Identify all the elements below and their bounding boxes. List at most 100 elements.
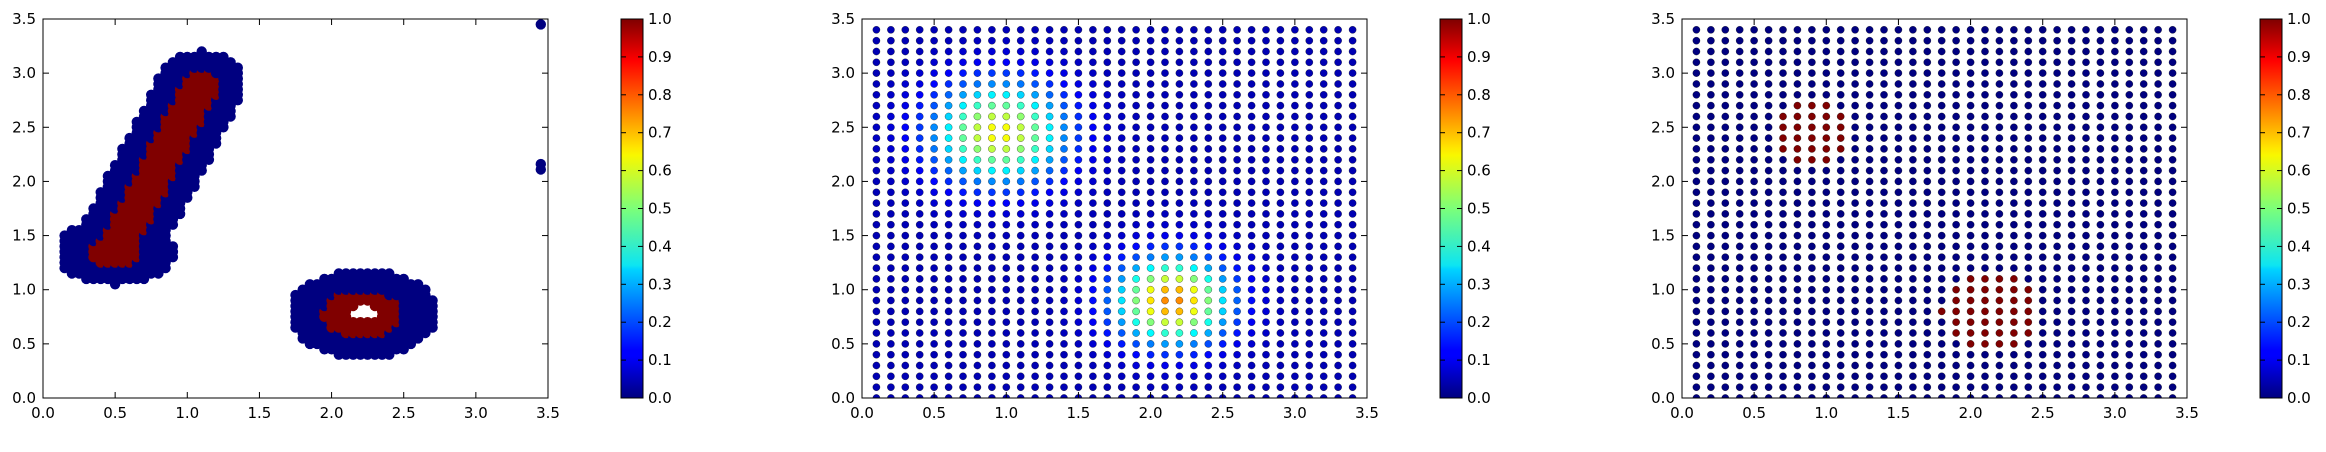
scatter-point [944,199,953,207]
scatter-point [1779,47,1787,56]
scatter-point [872,80,881,88]
scatter-point [1233,275,1241,283]
scatter-point [1117,285,1126,294]
scatter-point [901,36,910,45]
scatter-point [1074,156,1083,164]
scatter-point [944,91,953,99]
scatter-point [1262,361,1270,370]
scatter-point [1952,156,1960,164]
scatter-point [2053,188,2061,197]
scatter-point [1894,340,1903,348]
scatter-point [915,156,924,164]
scatter-point [1995,36,2004,45]
scatter-point [2010,58,2018,67]
scatter-point [1836,177,1845,186]
scatter-point [1721,69,1730,77]
scatter-point [2024,123,2033,132]
scatter-point [1002,177,1011,186]
scatter-point [1966,112,1975,121]
scatter-point [1103,329,1112,337]
scatter-point [872,329,881,337]
scatter-point [1909,69,1917,77]
scatter-point [2096,123,2105,132]
scatter-point [1937,264,1946,272]
scatter-point [1190,264,1198,272]
scatter-point [1865,156,1874,164]
scatter-point [2111,145,2119,153]
scatter-point [1779,91,1787,99]
scatter-point [1218,36,1227,45]
scatter-point [1981,253,1989,261]
scatter-point [1952,91,1960,99]
scatter-point [1305,156,1314,164]
scatter-point [1276,145,1285,153]
scatter-point [1002,69,1011,77]
scatter-point [1937,296,1946,305]
scatter-point [1031,372,1039,381]
scatter-point [1190,188,1198,197]
scatter-point [2053,264,2061,272]
scatter-point [2067,58,2076,67]
scatter-point [930,156,938,164]
scatter-point [1103,177,1112,186]
scatter-point [1262,253,1270,261]
scatter-point [1923,264,1932,272]
scatter-point [901,156,910,164]
scatter-point [1045,264,1054,272]
scatter-point [1750,177,1758,186]
scatter-point [2154,69,2162,77]
scatter-point [1851,36,1859,45]
scatter-point [1060,350,1068,359]
scatter-point [1348,361,1357,370]
scatter-point [1334,112,1342,121]
scatter-point [1132,210,1140,218]
scatter-point [2168,340,2177,348]
scatter-point [1793,253,1802,261]
scatter-point [109,160,121,171]
scatter-point [1045,134,1054,142]
scatter-point [1894,220,1903,229]
scatter-point [1218,188,1227,197]
scatter-point [2010,210,2018,218]
scatter-point [1750,166,1758,175]
scatter-point [959,145,967,153]
scatter-point [973,340,982,348]
scatter-point [1074,112,1083,121]
scatter-point [1851,285,1859,294]
scatter-point [1016,199,1025,207]
scatter-point [2111,112,2119,121]
scatter-point [1146,264,1155,272]
scatter-point [1822,69,1831,77]
scatter-point [1995,123,2004,132]
scatter-point [1750,199,1758,207]
scatter-point [915,275,924,283]
scatter-point [1175,112,1184,121]
scatter-point [1031,112,1039,121]
scatter-point [959,199,967,207]
scatter-point [1692,123,1701,132]
scatter-point [1247,156,1256,164]
scatter-point [1117,350,1126,359]
scatter-point [2154,350,2162,359]
scatter-point [887,307,895,316]
scatter-point [887,210,895,218]
scatter-point [1721,188,1730,197]
scatter-point [1750,253,1758,261]
x-tick-label: 2.0 [1959,404,1983,422]
scatter-point [1074,383,1083,391]
scatter-point [1981,372,1989,381]
scatter-point [2111,134,2119,142]
scatter-point [1334,220,1342,229]
scatter-point [2125,123,2134,132]
scatter-point [973,296,982,305]
scatter-point [1204,199,1213,207]
scatter-point [1146,134,1155,142]
scatter-point [1707,242,1715,251]
scatter-point [2154,307,2162,316]
scatter-point [872,36,881,45]
scatter-point [1305,318,1314,326]
scatter-point [1002,220,1011,229]
scatter-point [1117,91,1126,99]
scatter-point [2168,166,2177,175]
scatter-point [1204,134,1213,142]
